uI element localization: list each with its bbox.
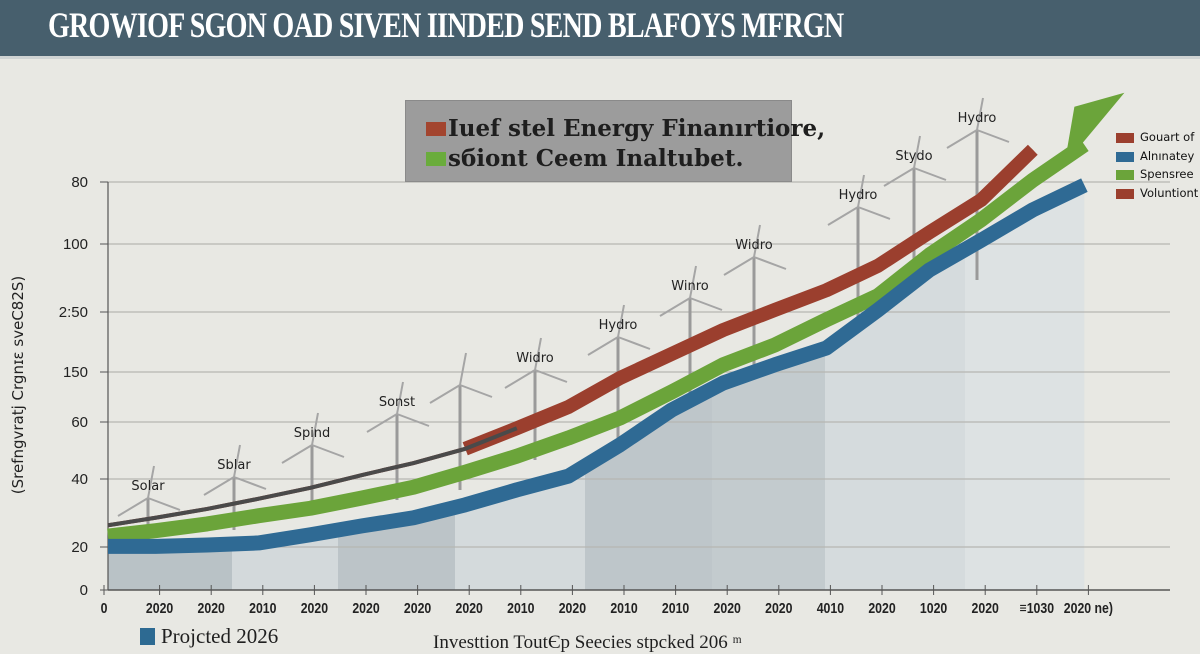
wind-turbine-blades: [366, 381, 430, 433]
annotation-label: Sonst: [379, 395, 415, 410]
note-swatch: [426, 122, 446, 136]
wind-turbine-blades: [883, 135, 947, 187]
annotation-label: Stydo: [895, 149, 932, 164]
shaded-band: [965, 185, 1085, 590]
annotation-label: Winro: [671, 279, 708, 294]
annotation-label: Hydro: [599, 318, 638, 333]
x-tick-label: 2020: [559, 600, 587, 616]
arrow-head-icon: [1064, 92, 1125, 165]
annotation-label: Hydro: [958, 111, 997, 126]
y-tick-label: 20: [71, 539, 88, 556]
chart-title: GROWIOF SGON OAD SIVEN IINDED SEND BLAFO…: [48, 5, 844, 45]
wind-turbine-blades: [203, 444, 267, 496]
wind-turbine-blades: [429, 352, 493, 404]
series-line: [108, 178, 1088, 554]
x-tick-label: 2010: [249, 600, 277, 616]
title-bar: GROWIOF SGON OAD SIVEN IINDED SEND BLAFO…: [0, 0, 1200, 59]
y-tick-label: 100: [63, 236, 88, 253]
annotation-label: Widro: [735, 238, 772, 253]
x-tick-label: 4010: [817, 600, 845, 616]
shaded-band: [825, 185, 965, 590]
x-tick-label: 2020: [404, 600, 432, 616]
wind-turbine-blades: [827, 174, 891, 226]
x-tick-label: 2020: [714, 600, 742, 616]
x-tick-label: 2010: [610, 600, 638, 616]
y-tick-label: 150: [63, 364, 88, 381]
wind-turbine-blades: [659, 265, 723, 317]
y-tick-label: 40: [71, 471, 88, 488]
series-line: [107, 138, 1089, 544]
x-tick-label: 2020 ne): [1064, 600, 1113, 616]
note-swatch: [426, 152, 446, 166]
legend-swatch: [140, 628, 155, 645]
y-tick-label: 2:50: [59, 304, 88, 321]
series-line-start: [107, 426, 518, 528]
annotation-label: Sblar: [217, 458, 251, 473]
x-tick-label: ≡1030: [1020, 600, 1055, 616]
y-axis-title: (Srefngvratj Crgnɪɛ sveC82S): [9, 275, 27, 495]
x-axis-title: Investtion ToutЄp Seecies stpcked 206 ᵐ: [433, 632, 742, 653]
series-line: [462, 144, 1038, 456]
annotation-label: Spind: [294, 426, 331, 441]
y-tick-label: 60: [71, 414, 88, 431]
x-tick-label: 2020: [301, 600, 329, 616]
wind-turbine-blades: [587, 304, 651, 356]
note-box: Iuef stel Energy Finanırtiore, sбiont Ce…: [405, 100, 825, 182]
annotation-label: Widro: [516, 351, 553, 366]
x-tick-label: 1020: [920, 600, 948, 616]
wind-turbine-blades: [117, 465, 181, 517]
x-tick-label: 2020: [198, 600, 226, 616]
wind-turbine-blades: [946, 97, 1010, 149]
x-tick-label: 2020: [972, 600, 1000, 616]
x-tick-label: 2010: [507, 600, 535, 616]
note-line: sбiont Ceem Inaltubet.: [426, 145, 743, 172]
x-tick-label: 2020: [456, 600, 484, 616]
x-tick-label: 2020: [146, 600, 174, 616]
wind-turbine-blades: [281, 412, 345, 464]
x-tick-label: 2020: [352, 600, 380, 616]
y-tick-label: 0: [80, 582, 88, 599]
x-tick-label: 2010: [662, 600, 690, 616]
x-tick-label: 2020: [868, 600, 896, 616]
bottom-legend: Projcted 2026: [140, 624, 278, 649]
wind-turbine-blades: [504, 337, 568, 389]
wind-turbine-blades: [723, 224, 787, 276]
x-tick-label: 0: [101, 600, 108, 616]
note-line: Iuef stel Energy Finanırtiore,: [426, 115, 825, 142]
annotation-label: Solar: [131, 479, 165, 494]
y-tick-label: 80: [71, 174, 88, 191]
annotation-label: Hydro: [839, 188, 878, 203]
x-tick-label: 2020: [765, 600, 793, 616]
